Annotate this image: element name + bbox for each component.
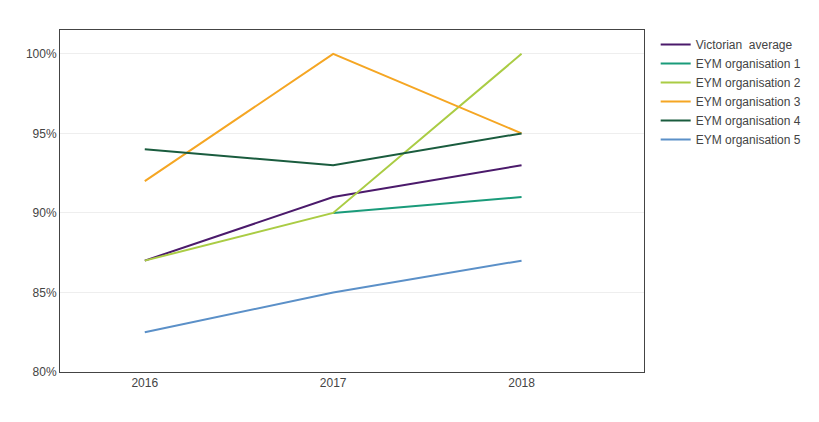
svg-text:80%: 80% — [33, 365, 57, 379]
svg-text:EYM organisation 5: EYM organisation 5 — [696, 133, 801, 147]
svg-text:EYM organisation 2: EYM organisation 2 — [696, 76, 801, 90]
svg-text:EYM organisation 4: EYM organisation 4 — [696, 114, 801, 128]
svg-text:90%: 90% — [33, 206, 57, 220]
svg-text:85%: 85% — [33, 286, 57, 300]
svg-text:EYM organisation 1: EYM organisation 1 — [696, 57, 801, 71]
svg-text:2016: 2016 — [131, 376, 158, 390]
svg-text:95%: 95% — [33, 127, 57, 141]
svg-text:100%: 100% — [26, 47, 57, 61]
svg-text:2018: 2018 — [508, 376, 535, 390]
svg-text:Victorian average: Victorian average — [696, 38, 793, 52]
svg-text:2017: 2017 — [320, 376, 347, 390]
svg-text:EYM organisation 3: EYM organisation 3 — [696, 95, 801, 109]
